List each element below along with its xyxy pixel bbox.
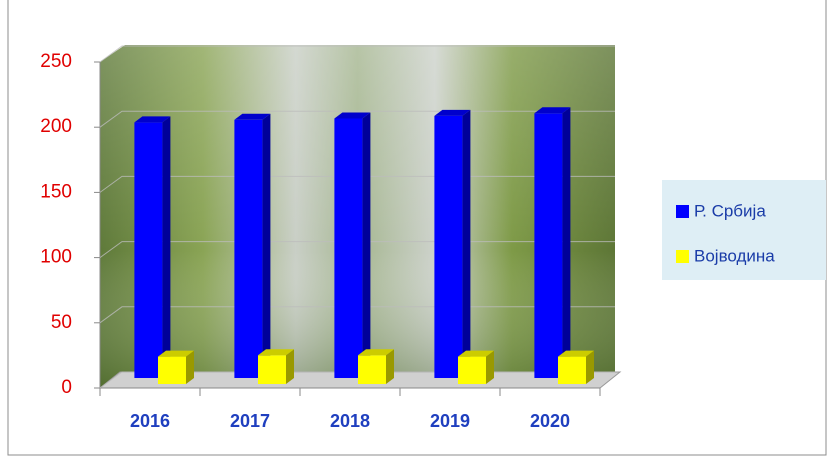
bar-side bbox=[262, 113, 271, 379]
y-tick-label: 100 bbox=[40, 247, 72, 268]
bar-side bbox=[562, 107, 571, 379]
bar bbox=[134, 122, 163, 378]
y-tick-label: 250 bbox=[40, 51, 72, 72]
bar-side bbox=[186, 350, 194, 384]
x-tick-label: 2019 bbox=[430, 411, 470, 431]
bar bbox=[534, 113, 563, 379]
y-tick-label: 200 bbox=[40, 116, 72, 137]
bar-top bbox=[234, 113, 271, 120]
x-tick-label: 2018 bbox=[330, 411, 370, 431]
bar bbox=[258, 355, 286, 384]
legend-box bbox=[662, 180, 826, 280]
legend-swatch bbox=[676, 250, 689, 263]
y-tick-label: 50 bbox=[51, 312, 72, 333]
x-tick-label: 2020 bbox=[530, 411, 570, 431]
bar-side bbox=[386, 349, 394, 384]
bar-top bbox=[258, 349, 294, 356]
bar-top bbox=[158, 350, 194, 357]
bar bbox=[434, 115, 463, 378]
bar-top bbox=[558, 350, 594, 357]
x-tick-label: 2017 bbox=[230, 411, 270, 431]
bar-top bbox=[134, 116, 171, 123]
plot: 0 50 100 150 200 250 2016 2017 2018 2019 2020 Р. Ср… bbox=[40, 45, 775, 431]
bar-side bbox=[586, 350, 594, 384]
bar-top bbox=[434, 109, 471, 116]
bar-side bbox=[362, 112, 371, 378]
bar bbox=[458, 356, 486, 384]
bar bbox=[358, 355, 386, 384]
bar-top bbox=[458, 350, 494, 357]
bar-side bbox=[486, 350, 494, 384]
bar bbox=[158, 356, 186, 384]
bar-top bbox=[334, 112, 371, 119]
bar-side bbox=[286, 349, 294, 384]
y-tick-label: 150 bbox=[40, 181, 72, 202]
bar-top bbox=[534, 107, 571, 114]
y-tick-label: 0 bbox=[61, 377, 72, 398]
x-tick-label: 2016 bbox=[130, 411, 170, 431]
grid-line bbox=[99, 45, 615, 63]
legend-swatch bbox=[676, 205, 689, 218]
bar bbox=[558, 356, 586, 384]
bar-top bbox=[358, 349, 394, 356]
bar bbox=[234, 119, 263, 379]
bar bbox=[334, 118, 363, 378]
legend-label: Р. Србија bbox=[694, 201, 766, 220]
bar-side bbox=[162, 116, 171, 378]
legend-label: Војводина bbox=[694, 246, 775, 265]
bar-side bbox=[462, 109, 471, 379]
